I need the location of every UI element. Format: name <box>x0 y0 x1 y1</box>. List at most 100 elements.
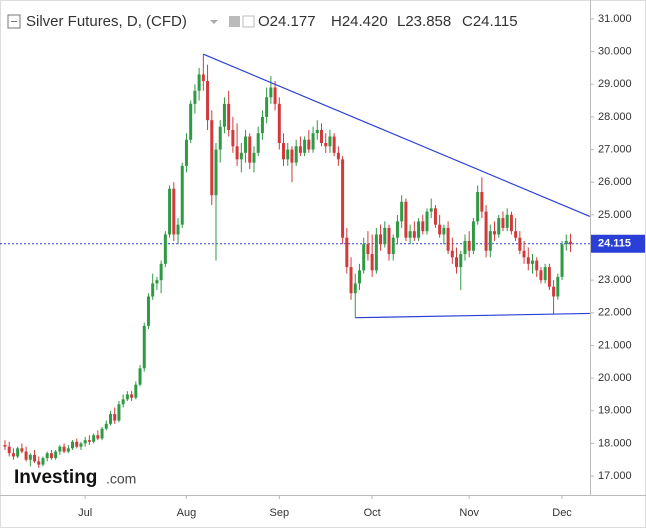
y-tick-label: 27.000 <box>598 143 632 155</box>
candle-body <box>349 267 353 294</box>
candle-body <box>206 80 210 121</box>
candle-body <box>480 191 484 212</box>
candle-body <box>421 221 425 232</box>
candle-body <box>45 453 49 459</box>
candle-body <box>505 214 509 228</box>
candle-body <box>315 129 319 134</box>
x-tick-label: Sep <box>270 507 290 519</box>
candle-body <box>290 149 294 163</box>
candle-body <box>168 188 172 235</box>
candle-body <box>543 267 547 281</box>
candle-body <box>265 97 269 117</box>
candle-body <box>535 260 539 271</box>
candle-body <box>197 74 201 91</box>
candle-body <box>438 224 442 235</box>
candle-body <box>493 231 497 235</box>
y-tick-label: 21.000 <box>598 339 632 351</box>
candle-body <box>497 218 501 235</box>
y-tick-label: 23.000 <box>598 274 632 286</box>
settings-icon[interactable] <box>229 16 240 27</box>
candle-body <box>239 152 243 160</box>
ohlc-label: C24.115 <box>462 13 518 30</box>
watermark-brand: Investing <box>14 467 97 488</box>
candle-body <box>282 143 286 160</box>
candle-body <box>408 231 412 238</box>
candle-body <box>400 201 404 222</box>
candle-body <box>433 208 437 225</box>
candle-body <box>404 201 408 238</box>
candle-body <box>395 221 399 238</box>
candle-body <box>328 136 332 147</box>
candle-body <box>320 129 323 144</box>
candle-body <box>113 414 117 421</box>
candle-body <box>49 453 53 459</box>
candle-body <box>58 446 62 452</box>
candle-body <box>560 244 564 277</box>
y-tick-label: 26.000 <box>598 176 632 188</box>
candle-body <box>231 129 235 147</box>
candle-body <box>11 453 15 457</box>
y-tick-label: 29.000 <box>598 78 632 90</box>
candle-body <box>564 240 568 245</box>
candle-body <box>307 139 311 150</box>
collapse-icon[interactable] <box>7 14 21 29</box>
close-icon[interactable] <box>242 15 255 28</box>
candle-body <box>24 451 28 460</box>
y-tick-label: 19.000 <box>598 405 632 417</box>
price-label: 24.115 <box>598 238 631 250</box>
candle-body <box>450 250 454 258</box>
candle-body <box>303 139 307 153</box>
candle-body <box>412 231 416 238</box>
chart-title: Silver Futures, D, (CFD) <box>26 13 187 30</box>
candle-body <box>151 283 155 297</box>
candle-body <box>509 214 513 232</box>
candle-body <box>96 435 100 439</box>
candle-body <box>501 218 505 228</box>
candle-body <box>391 237 395 255</box>
candle-body <box>311 133 315 150</box>
candle-body <box>159 263 163 281</box>
candle-body <box>176 224 180 235</box>
candle-body <box>556 276 560 297</box>
candle-body <box>286 149 290 160</box>
candle-body <box>83 440 87 444</box>
candle-body <box>488 231 492 251</box>
candle-body <box>33 454 37 462</box>
candle-body <box>277 103 281 144</box>
candle-body <box>37 461 41 465</box>
candle-body <box>121 399 125 405</box>
candle-body <box>446 227 450 251</box>
candle-body <box>568 241 572 244</box>
candle-body <box>201 74 205 81</box>
candle-body <box>193 90 197 104</box>
candle-body <box>366 244 370 255</box>
candle-body <box>531 260 534 264</box>
candle-body <box>244 136 248 153</box>
candle-body <box>87 440 91 442</box>
y-tick-label: 18.000 <box>598 437 632 449</box>
candle-body <box>75 441 79 447</box>
candle-body <box>484 211 488 251</box>
candle-body <box>362 244 366 271</box>
ohlc-label: L23.858 <box>397 13 451 30</box>
candle-body <box>455 257 459 268</box>
candle-body <box>252 152 256 163</box>
candle-body <box>155 280 159 284</box>
trendline <box>203 53 591 218</box>
candle-body <box>109 414 112 424</box>
candle-body <box>20 448 24 452</box>
candle-body <box>117 404 121 421</box>
dropdown-arrow[interactable] <box>210 20 218 24</box>
y-tick-label: 31.000 <box>598 13 632 25</box>
candle-body <box>476 191 480 222</box>
candle-body <box>256 133 260 153</box>
candle-body <box>184 139 188 166</box>
candle-body <box>248 136 252 163</box>
candle-body <box>341 159 345 238</box>
candle-body <box>547 267 551 287</box>
candle-body <box>54 451 58 459</box>
y-tick-label: 25.000 <box>598 209 632 221</box>
candle-body <box>100 428 104 439</box>
candle-body <box>125 394 129 400</box>
